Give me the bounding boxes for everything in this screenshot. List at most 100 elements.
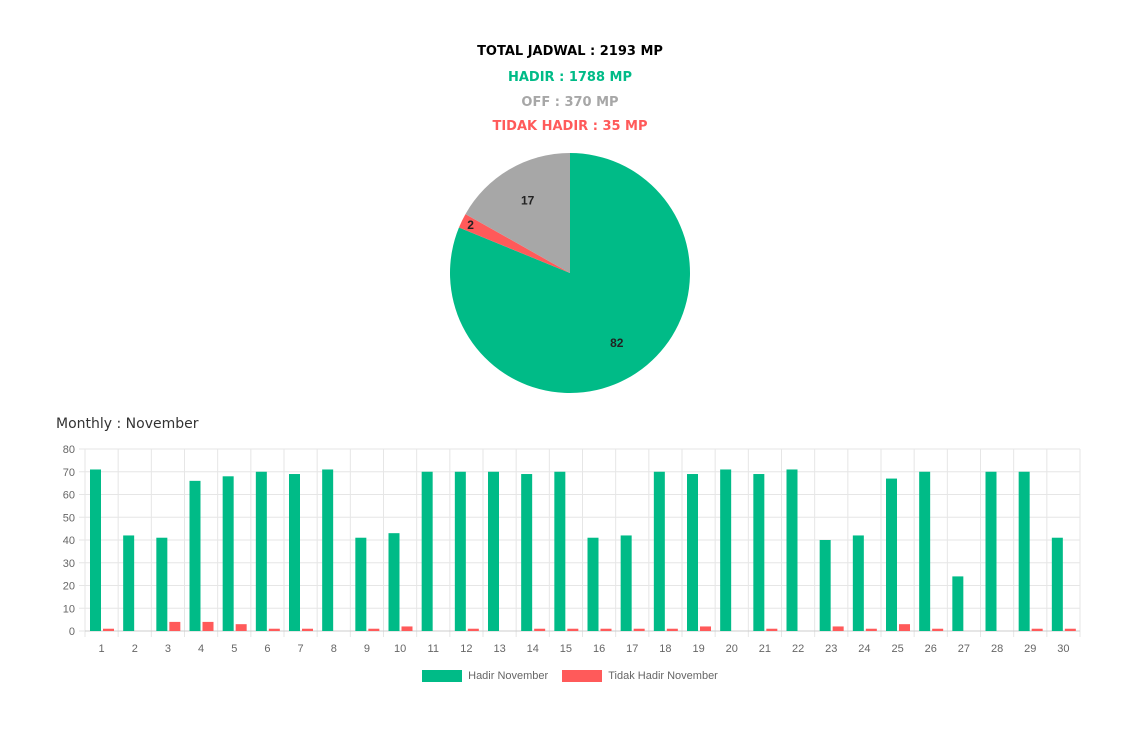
bar-hadir-23[interactable] — [819, 540, 831, 631]
bar-hadir-15[interactable] — [554, 471, 566, 631]
legend-label-tidak-hadir: Tidak Hadir November — [608, 670, 718, 682]
bar-hadir-7[interactable] — [289, 474, 300, 631]
x-tick-label: 25 — [891, 643, 903, 655]
bar-tidak-hadir-17[interactable] — [633, 628, 645, 631]
bar-hadir-9[interactable] — [355, 537, 367, 631]
y-tick-label: 60 — [63, 490, 75, 502]
bar-hadir-12[interactable] — [454, 471, 466, 631]
pie-label-tidak-hadir: 2 — [467, 218, 474, 232]
y-tick-label: 80 — [63, 444, 75, 456]
attendance-pie-chart: 82 2 17 — [450, 153, 690, 393]
bar-hadir-11[interactable] — [421, 471, 433, 631]
bar-hadir-25[interactable] — [886, 478, 897, 631]
x-tick-label: 11 — [428, 643, 439, 655]
bar-hadir-19[interactable] — [687, 474, 698, 631]
bar-tidak-hadir-6[interactable] — [268, 628, 280, 631]
bar-hadir-27[interactable] — [952, 576, 964, 631]
bar-tidak-hadir-10[interactable] — [401, 626, 413, 631]
bar-hadir-3[interactable] — [156, 537, 168, 631]
x-tick-label: 2 — [132, 643, 138, 655]
bar-hadir-1[interactable] — [90, 469, 101, 631]
legend-label-hadir: Hadir November — [468, 670, 549, 682]
x-tick-label: 7 — [298, 643, 304, 655]
x-tick-label: 5 — [231, 643, 237, 655]
bar-hadir-30[interactable] — [1051, 537, 1063, 631]
off-label: OFF : 370 MP — [521, 95, 619, 110]
x-tick-label: 10 — [394, 643, 406, 655]
bar-hadir-18[interactable] — [653, 471, 665, 631]
bar-tidak-hadir-1[interactable] — [103, 628, 114, 631]
x-tick-label: 13 — [493, 643, 505, 655]
monthly-chart-title: Monthly : November — [56, 416, 199, 432]
y-tick-label: 40 — [63, 535, 75, 547]
pie-slice-tidak-hadir[interactable] — [458, 214, 570, 273]
bar-hadir-10[interactable] — [388, 533, 400, 631]
x-tick-label: 21 — [759, 643, 771, 655]
y-tick-label: 10 — [63, 603, 75, 615]
pie-slice-off[interactable] — [465, 153, 570, 273]
hadir-label: HADIR : 1788 MP — [507, 70, 632, 85]
bar-hadir-6[interactable] — [255, 471, 267, 631]
bar-hadir-2[interactable] — [123, 535, 135, 631]
bar-tidak-hadir-21[interactable] — [766, 628, 778, 631]
bar-hadir-16[interactable] — [587, 537, 599, 631]
legend-swatch-hadir — [422, 670, 463, 682]
bar-hadir-8[interactable] — [322, 469, 334, 631]
bar-tidak-hadir-23[interactable] — [832, 626, 844, 631]
bar-chart-legend: Hadir November Tidak Hadir November — [0, 670, 1140, 682]
x-tick-label: 15 — [560, 643, 572, 655]
x-tick-label: 4 — [198, 643, 204, 655]
bar-tidak-hadir-12[interactable] — [467, 628, 479, 631]
legend-item-hadir[interactable]: Hadir November — [422, 670, 548, 682]
y-tick-label: 30 — [63, 558, 75, 570]
bar-hadir-26[interactable] — [919, 471, 931, 631]
legend-swatch-tidak-hadir — [562, 670, 603, 682]
bar-tidak-hadir-18[interactable] — [666, 628, 678, 631]
bar-hadir-22[interactable] — [786, 469, 798, 631]
pie-label-off: 17 — [521, 193, 535, 207]
y-tick-label: 20 — [63, 581, 75, 593]
bar-tidak-hadir-30[interactable] — [1064, 628, 1076, 631]
bar-tidak-hadir-4[interactable] — [202, 621, 214, 631]
x-tick-label: 24 — [858, 643, 870, 655]
bar-hadir-20[interactable] — [720, 469, 732, 631]
bar-hadir-13[interactable] — [488, 471, 499, 631]
legend-item-tidak-hadir[interactable]: Tidak Hadir November — [562, 670, 718, 682]
bar-hadir-29[interactable] — [1018, 471, 1030, 631]
bar-tidak-hadir-5[interactable] — [235, 624, 247, 631]
x-tick-label: 14 — [527, 643, 539, 655]
y-tick-label: 70 — [63, 467, 75, 479]
total-jadwal-label: TOTAL JADWAL : 2193 MP — [477, 44, 663, 59]
x-tick-label: 1 — [99, 643, 105, 655]
bar-hadir-21[interactable] — [753, 474, 765, 631]
bar-tidak-hadir-16[interactable] — [600, 628, 612, 631]
x-tick-label: 9 — [364, 643, 370, 655]
x-tick-label: 18 — [659, 643, 671, 655]
bar-hadir-28[interactable] — [985, 471, 997, 631]
x-tick-label: 17 — [626, 643, 638, 655]
bar-tidak-hadir-9[interactable] — [368, 628, 380, 631]
x-tick-label: 23 — [825, 643, 837, 655]
bar-hadir-5[interactable] — [222, 476, 234, 631]
bar-tidak-hadir-7[interactable] — [302, 628, 313, 631]
x-tick-label: 8 — [331, 643, 337, 655]
bar-tidak-hadir-14[interactable] — [534, 628, 546, 631]
bar-tidak-hadir-25[interactable] — [899, 624, 910, 631]
bar-hadir-4[interactable] — [189, 480, 201, 631]
bar-hadir-14[interactable] — [521, 474, 533, 631]
x-tick-label: 6 — [264, 643, 270, 655]
bar-hadir-17[interactable] — [620, 535, 632, 631]
pie-label-hadir: 82 — [610, 336, 624, 350]
bar-hadir-24[interactable] — [852, 535, 864, 631]
x-tick-label: 26 — [925, 643, 937, 655]
bar-tidak-hadir-29[interactable] — [1031, 628, 1043, 631]
x-tick-label: 16 — [593, 643, 605, 655]
bar-tidak-hadir-19[interactable] — [700, 626, 711, 631]
bar-tidak-hadir-3[interactable] — [169, 621, 181, 631]
x-tick-label: 28 — [991, 643, 1003, 655]
bar-tidak-hadir-26[interactable] — [932, 628, 944, 631]
bar-tidak-hadir-15[interactable] — [567, 628, 579, 631]
bar-tidak-hadir-24[interactable] — [865, 628, 877, 631]
x-tick-label: 27 — [958, 643, 970, 655]
